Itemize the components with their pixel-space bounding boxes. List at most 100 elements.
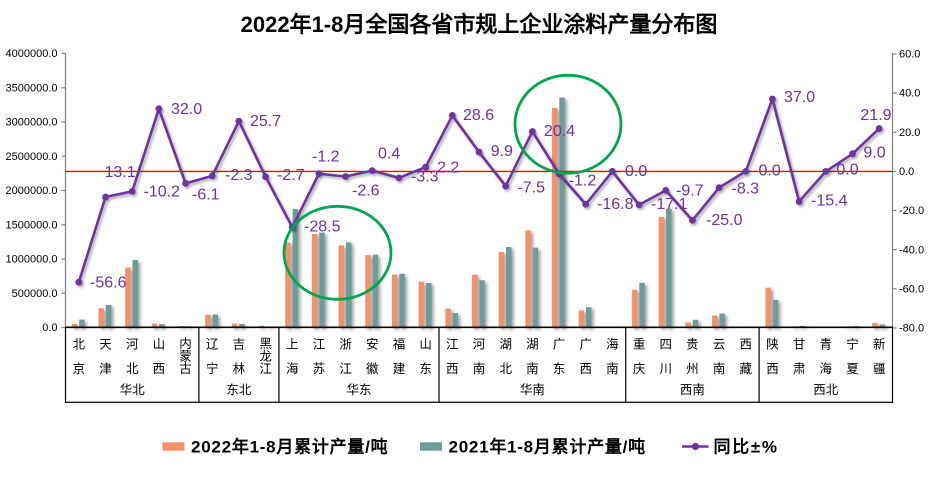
svg-text:2.2: 2.2	[437, 159, 459, 176]
svg-text:海: 海	[606, 337, 619, 352]
svg-text:林: 林	[233, 362, 246, 376]
svg-text:青: 青	[820, 338, 833, 352]
svg-text:4000000.0: 4000000.0	[6, 48, 58, 60]
svg-text:-40.0: -40.0	[899, 244, 924, 256]
svg-text:-10.2: -10.2	[144, 183, 181, 200]
svg-text:天: 天	[99, 338, 112, 352]
svg-text:500000.0: 500000.0	[12, 288, 58, 300]
svg-text:北: 北	[126, 362, 139, 376]
svg-text:海: 海	[820, 361, 833, 376]
svg-text:山: 山	[419, 338, 432, 352]
svg-text:夏: 夏	[846, 362, 859, 376]
svg-text:湖: 湖	[526, 337, 539, 352]
svg-text:四: 四	[659, 338, 672, 352]
svg-text:安: 安	[366, 337, 379, 352]
svg-text:0.0: 0.0	[42, 322, 57, 334]
svg-text:庆: 庆	[633, 362, 646, 376]
svg-text:-17.1: -17.1	[651, 196, 688, 213]
svg-text:贵: 贵	[686, 338, 699, 352]
svg-text:-60.0: -60.0	[899, 283, 924, 295]
svg-text:河: 河	[126, 338, 139, 352]
svg-text:-7.5: -7.5	[517, 180, 545, 197]
svg-text:3500000.0: 3500000.0	[6, 82, 58, 94]
svg-text:20.0: 20.0	[899, 127, 920, 139]
svg-text:陕: 陕	[766, 337, 779, 352]
svg-text:东: 东	[553, 362, 566, 376]
svg-text:9.0: 9.0	[863, 145, 885, 162]
svg-text:州: 州	[686, 362, 699, 376]
svg-text:-1.2: -1.2	[569, 172, 597, 189]
svg-text:甘: 甘	[793, 338, 806, 352]
svg-text:-9.7: -9.7	[676, 183, 704, 200]
svg-text:32.0: 32.0	[171, 101, 202, 118]
svg-text:0.4: 0.4	[378, 145, 400, 162]
svg-text:0.0: 0.0	[836, 162, 858, 179]
svg-text:2000000.0: 2000000.0	[6, 185, 58, 197]
svg-text:西: 西	[446, 362, 459, 376]
svg-text:28.6: 28.6	[463, 107, 494, 124]
svg-text:龙: 龙	[259, 350, 272, 364]
svg-text:江: 江	[259, 362, 272, 376]
svg-text:京: 京	[73, 362, 86, 376]
svg-text:-20.0: -20.0	[899, 205, 924, 217]
svg-text:13.1: 13.1	[105, 164, 136, 181]
svg-text:0.0: 0.0	[625, 163, 647, 180]
svg-text:南: 南	[526, 361, 539, 376]
svg-text:-16.8: -16.8	[597, 196, 634, 213]
svg-text:上: 上	[286, 338, 299, 352]
svg-text:北: 北	[73, 338, 86, 352]
svg-text:东: 东	[419, 362, 432, 376]
svg-text:同比±%: 同比±%	[714, 437, 779, 457]
svg-text:广: 广	[553, 338, 566, 352]
svg-text:2022年1-8月全国各省市规上企业涂料产量分布图: 2022年1-8月全国各省市规上企业涂料产量分布图	[241, 12, 718, 37]
svg-text:吉: 吉	[233, 338, 246, 352]
svg-text:宁: 宁	[206, 361, 219, 376]
svg-text:2021年1-8月累计产量/吨: 2021年1-8月累计产量/吨	[449, 437, 646, 457]
svg-text:-15.4: -15.4	[811, 193, 848, 210]
svg-text:37.0: 37.0	[784, 89, 815, 106]
svg-text:河: 河	[473, 338, 486, 352]
svg-text:北: 北	[499, 362, 512, 376]
svg-text:2500000.0: 2500000.0	[6, 151, 58, 163]
svg-text:60.0: 60.0	[899, 49, 920, 61]
svg-text:西南: 西南	[680, 382, 705, 397]
svg-text:25.7: 25.7	[250, 113, 281, 130]
svg-text:疆: 疆	[873, 362, 886, 376]
svg-text:0.0: 0.0	[899, 166, 914, 178]
svg-text:-2.6: -2.6	[352, 182, 380, 199]
svg-text:西: 西	[153, 362, 166, 376]
svg-text:新: 新	[873, 337, 886, 352]
svg-text:藏: 藏	[740, 362, 753, 376]
svg-text:南: 南	[713, 361, 726, 376]
svg-text:21.9: 21.9	[860, 107, 891, 124]
svg-text:福: 福	[393, 337, 406, 352]
svg-text:南: 南	[473, 361, 486, 376]
svg-text:南: 南	[606, 361, 619, 376]
svg-text:-2.7: -2.7	[277, 167, 305, 184]
svg-text:江: 江	[313, 338, 326, 352]
svg-text:西: 西	[579, 362, 592, 376]
svg-text:东北: 东北	[226, 383, 252, 397]
svg-text:0.0: 0.0	[759, 163, 781, 180]
svg-text:1500000.0: 1500000.0	[6, 219, 58, 231]
svg-text:湖: 湖	[499, 337, 512, 352]
svg-text:华东: 华东	[346, 382, 371, 397]
svg-text:苏: 苏	[313, 361, 326, 376]
svg-text:内: 内	[179, 337, 192, 351]
svg-text:20.4: 20.4	[544, 123, 575, 140]
svg-text:西北: 西北	[813, 383, 839, 397]
svg-text:徽: 徽	[366, 361, 379, 376]
svg-text:-8.3: -8.3	[732, 181, 760, 198]
svg-text:40.0: 40.0	[899, 88, 920, 100]
svg-text:-25.0: -25.0	[706, 212, 743, 229]
svg-text:肃: 肃	[793, 362, 806, 376]
svg-text:辽: 辽	[206, 338, 219, 352]
svg-text:-3.3: -3.3	[411, 168, 439, 185]
svg-text:9.9: 9.9	[491, 143, 513, 160]
svg-text:江: 江	[339, 362, 352, 376]
svg-text:-28.5: -28.5	[304, 219, 341, 236]
svg-text:川: 川	[659, 362, 672, 376]
svg-text:黑: 黑	[259, 337, 272, 351]
svg-text:3000000.0: 3000000.0	[6, 117, 58, 129]
svg-text:津: 津	[99, 362, 112, 376]
